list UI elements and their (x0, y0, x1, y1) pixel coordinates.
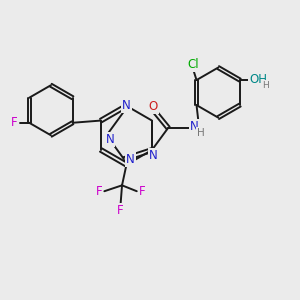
Text: H: H (262, 81, 269, 90)
Text: N: N (190, 120, 199, 133)
Text: O: O (149, 100, 158, 113)
Text: F: F (139, 185, 145, 198)
Text: N: N (122, 99, 131, 112)
Text: F: F (117, 204, 124, 217)
Text: N: N (106, 133, 115, 146)
Text: OH: OH (249, 73, 267, 86)
Text: F: F (96, 185, 102, 198)
Text: H: H (197, 128, 204, 138)
Text: Cl: Cl (188, 58, 200, 71)
Text: N: N (126, 153, 135, 166)
Text: F: F (11, 116, 17, 129)
Text: N: N (149, 149, 158, 162)
